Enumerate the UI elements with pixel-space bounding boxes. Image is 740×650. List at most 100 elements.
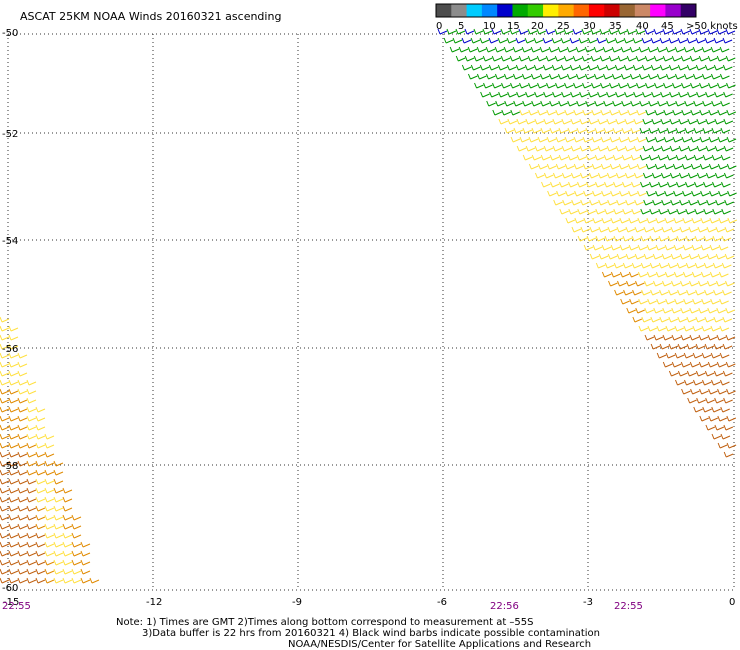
wind-barb (663, 163, 674, 170)
wind-barb (26, 568, 37, 575)
wind-barb (602, 73, 613, 80)
wind-barb (679, 253, 690, 260)
wind-barb (640, 235, 651, 242)
wind-barb (690, 163, 701, 170)
wind-barb (698, 55, 709, 62)
wind-barb (62, 541, 73, 548)
wind-barb (690, 136, 701, 143)
wind-barb (609, 163, 620, 170)
wind-barb (543, 172, 554, 179)
wind-barb (690, 388, 700, 395)
wind-barb (715, 226, 726, 233)
wind-barb (608, 55, 619, 62)
wind-barb (612, 100, 622, 107)
wind-barb (525, 91, 535, 98)
wind-barb (80, 550, 91, 557)
wind-barb (628, 190, 638, 197)
wind-barb (592, 217, 603, 224)
wind-barb (0, 469, 10, 476)
wind-barb (17, 487, 28, 494)
wind-barb (0, 397, 10, 404)
wind-barb (686, 370, 697, 377)
wind-barb (515, 37, 526, 44)
wind-barb (567, 154, 578, 161)
wind-barb (17, 505, 28, 512)
wind-barb (0, 325, 10, 332)
wind-barb (71, 514, 82, 521)
wind-barb (573, 136, 584, 143)
wind-barb (482, 28, 493, 35)
wind-barb (597, 172, 608, 179)
wind-barb (557, 73, 568, 80)
wind-barb (671, 334, 682, 341)
wind-barb (577, 208, 587, 215)
wind-barb (662, 307, 672, 314)
wind-barb (8, 550, 19, 557)
wind-barb (636, 82, 646, 89)
wind-barb (687, 91, 697, 98)
wind-barb (696, 91, 706, 98)
wind-barb (510, 82, 520, 89)
wind-barb (639, 154, 650, 161)
wind-barb (644, 334, 655, 341)
wind-barb (719, 298, 729, 305)
wind-barb (637, 217, 648, 224)
wind-barb (591, 136, 602, 143)
wind-barb (721, 208, 731, 215)
wind-barb (575, 73, 586, 80)
wind-barb (655, 271, 666, 278)
wind-barb (651, 145, 662, 152)
wind-barb (704, 343, 715, 350)
wind-barb (717, 442, 728, 449)
wind-barb (35, 505, 46, 512)
wind-barb (638, 325, 649, 332)
legend-swatch (619, 4, 636, 17)
wind-barb (71, 559, 82, 566)
wind-barb (637, 271, 648, 278)
wind-barb (609, 109, 620, 116)
wind-barb (716, 280, 726, 287)
wind-barb (458, 46, 469, 53)
wind-barb (620, 73, 631, 80)
wind-barb (689, 334, 700, 341)
wind-barb (696, 145, 707, 152)
wind-barb (0, 388, 10, 395)
wind-barb (594, 100, 604, 107)
wind-barb (654, 109, 665, 116)
wind-barb (707, 307, 717, 314)
wind-barb (624, 145, 635, 152)
wind-barb (569, 37, 580, 44)
wind-barb (638, 73, 649, 80)
wind-barb (0, 370, 10, 377)
wind-barb (689, 307, 699, 314)
wind-barb (606, 172, 617, 179)
wind-barb (606, 118, 617, 125)
wind-barb (648, 127, 659, 134)
wind-barb (703, 235, 714, 242)
wind-barb (704, 37, 715, 44)
wind-barb (675, 379, 685, 386)
wind-barb (680, 28, 691, 35)
wind-barb (8, 532, 19, 539)
wind-barb (8, 388, 19, 395)
wind-barb (691, 271, 702, 278)
wind-barb (44, 577, 55, 584)
wind-barb (595, 208, 605, 215)
time-label: 22:56 (490, 601, 519, 612)
legend-swatch (436, 4, 452, 17)
wind-barb (663, 136, 674, 143)
wind-barb (623, 37, 634, 44)
wind-barb (646, 190, 656, 197)
wind-barb (691, 190, 701, 197)
wind-barb (672, 82, 682, 89)
wind-barb (621, 127, 632, 134)
wind-barb (723, 451, 734, 458)
wind-barb (714, 145, 725, 152)
wind-barb (579, 145, 590, 152)
wind-barb (577, 235, 588, 242)
legend-label: 20 (531, 21, 544, 32)
y-tick-label: -56 (2, 344, 18, 355)
wind-barb (717, 136, 728, 143)
wind-barb (682, 190, 692, 197)
